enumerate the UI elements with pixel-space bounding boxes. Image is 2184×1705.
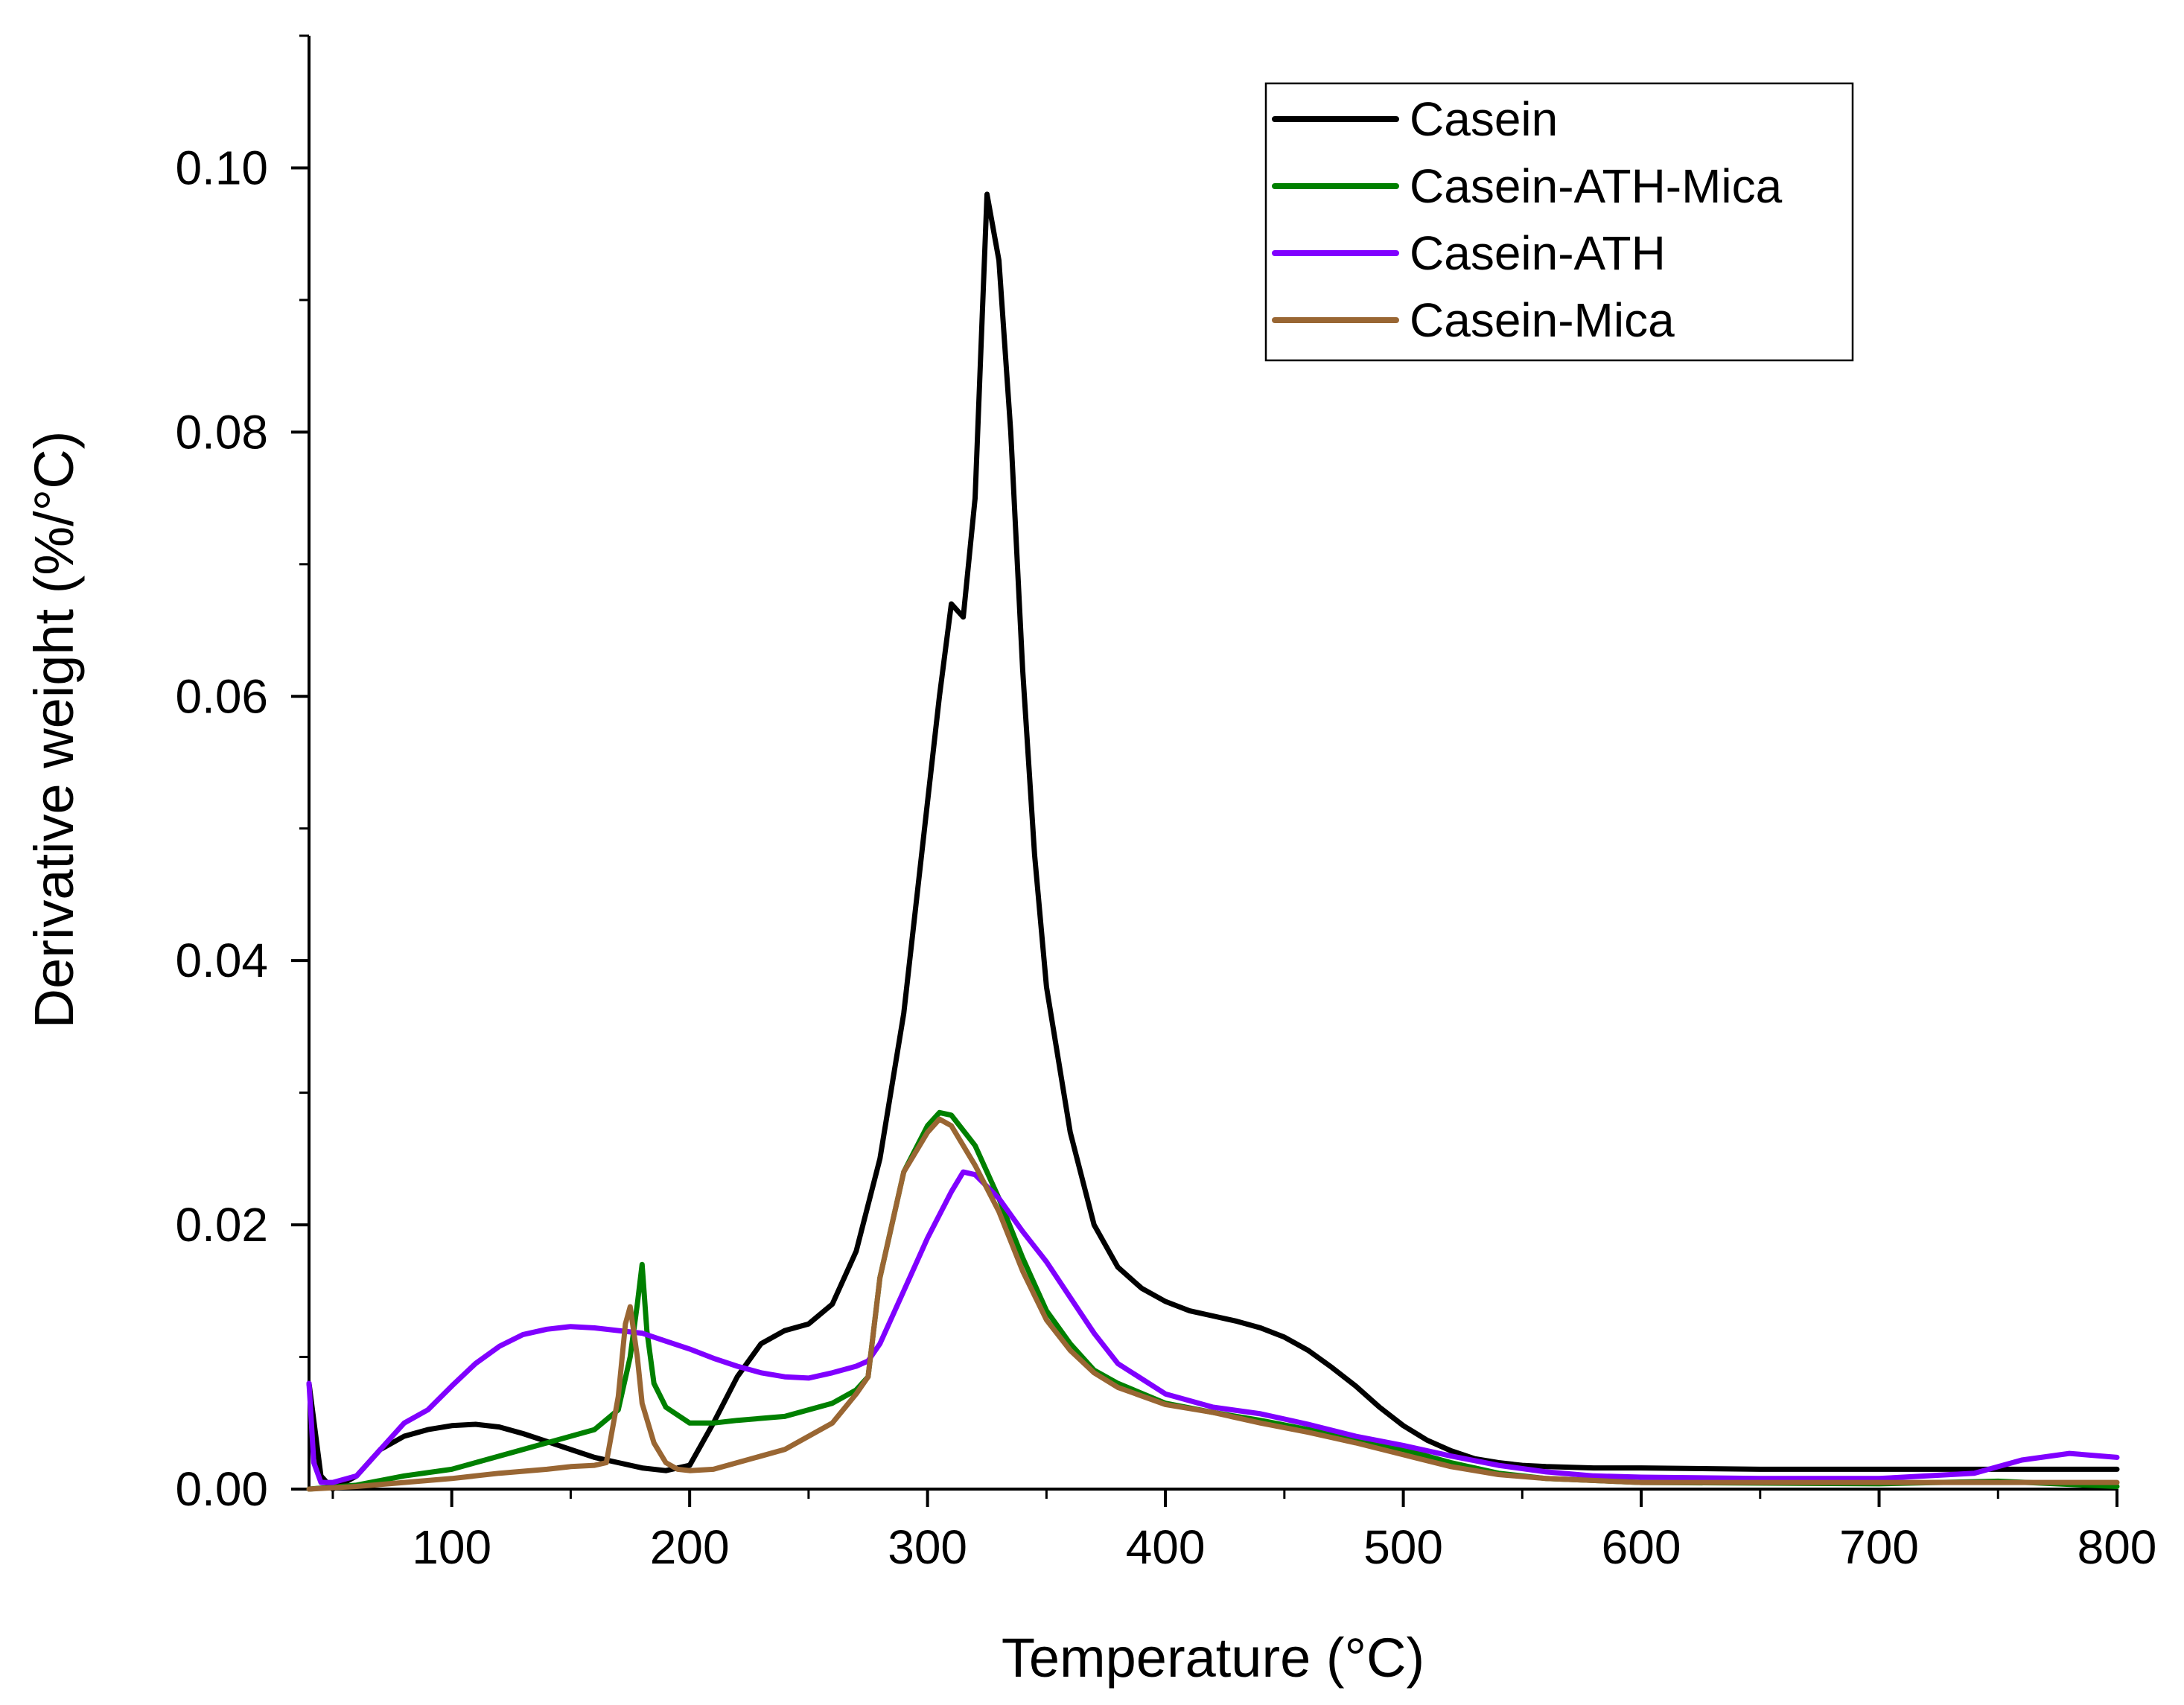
series-line-casein-ath: [306, 1169, 2120, 1485]
y-tick-label-1: 0.02: [175, 1198, 268, 1252]
legend: Casein Casein-ATH-Mica Casein-ATH Casein-Mi…: [1264, 82, 1854, 362]
x-tick-label-100: 100: [412, 1520, 491, 1574]
legend-label-casein-mica: Casein-Mica: [1410, 293, 1675, 347]
legend-label-casein-ath: Casein-ATH: [1410, 226, 1666, 280]
x-tick-label-200: 200: [650, 1520, 730, 1574]
y-axis-title: Derivative weight (%/°C): [23, 431, 85, 1029]
x-tick-label-700: 700: [1839, 1520, 1919, 1574]
legend-items: Casein Casein-ATH-Mica Casein-ATH Casein-Mi…: [1272, 92, 1783, 347]
y-tick-label-4: 0.08: [175, 405, 268, 459]
y-tick-label-3: 0.06: [175, 669, 268, 723]
y-tick-label-5: 0.10: [175, 141, 268, 194]
y-tick-label-2: 0.04: [175, 934, 268, 987]
x-tick-label-300: 300: [888, 1520, 967, 1574]
x-tick-label-600: 600: [1602, 1520, 1681, 1574]
x-tick-label-400: 400: [1126, 1520, 1206, 1574]
series-line-casein-ath-mica: [306, 1109, 2120, 1492]
x-axis-title: Temperature (°C): [1002, 1627, 1424, 1689]
plot-area: 100 200 300 400 500 600 700 800 0.000.020.040.0…: [175, 34, 2157, 1574]
series-line-casein: [306, 191, 2120, 1492]
legend-label-casein-ath-mica: Casein-ATH-Mica: [1410, 159, 1783, 213]
x-tick-label-800: 800: [2078, 1520, 2157, 1574]
series-line-casein-mica: [306, 1116, 2120, 1492]
x-tick-label-500: 500: [1363, 1520, 1443, 1574]
y-tick-label-0: 0.00: [175, 1462, 268, 1516]
series-layer: [306, 191, 2120, 1492]
legend-box: [1264, 82, 1854, 362]
y-ticks: 0.00 0.02 0.04 0.06 0.08 0.10: [175, 34, 309, 1516]
legend-label-casein: Casein: [1410, 92, 1558, 146]
x-ticks: 100 200 300 400 500 600 700 800: [331, 1489, 2157, 1574]
